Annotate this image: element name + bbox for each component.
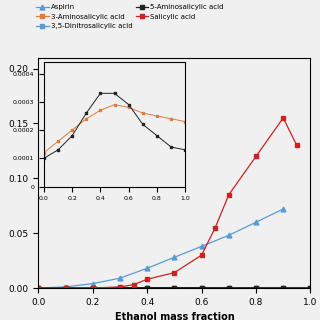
Salicylic acid: [227, 193, 231, 197]
Salicylic acid: [36, 286, 40, 290]
5-Aminosalicylic acid: [36, 286, 40, 290]
3,5-Dinitrosalicylic acid: [281, 286, 285, 290]
5-Aminosalicylic acid: [227, 286, 231, 290]
Aspirin: [227, 233, 231, 237]
Salicylic acid: [145, 277, 149, 281]
3,5-Dinitrosalicylic acid: [172, 286, 176, 290]
Salicylic acid: [132, 283, 136, 287]
3-Aminosalicylic acid: [172, 286, 176, 290]
Aspirin: [36, 286, 40, 290]
Line: 3,5-Dinitrosalicylic acid: 3,5-Dinitrosalicylic acid: [36, 286, 313, 290]
Line: Aspirin: Aspirin: [36, 207, 286, 291]
Salicylic acid: [213, 226, 217, 229]
3,5-Dinitrosalicylic acid: [254, 286, 258, 290]
Line: Salicylic acid: Salicylic acid: [36, 116, 299, 290]
Aspirin: [281, 207, 285, 211]
Aspirin: [200, 244, 204, 248]
3,5-Dinitrosalicylic acid: [145, 286, 149, 290]
5-Aminosalicylic acid: [118, 286, 122, 290]
3,5-Dinitrosalicylic acid: [64, 286, 68, 290]
Legend: Aspirin, 3-Aminosalicylic acid, 3,5-Dinitrosalicylic acid, 5-Aminosalicylic acid: Aspirin, 3-Aminosalicylic acid, 3,5-Dini…: [36, 4, 225, 30]
3-Aminosalicylic acid: [308, 286, 312, 290]
3,5-Dinitrosalicylic acid: [308, 286, 312, 290]
3-Aminosalicylic acid: [281, 286, 285, 290]
3-Aminosalicylic acid: [254, 286, 258, 290]
5-Aminosalicylic acid: [91, 286, 95, 290]
Aspirin: [118, 276, 122, 280]
3-Aminosalicylic acid: [227, 286, 231, 290]
3-Aminosalicylic acid: [36, 286, 40, 290]
Aspirin: [172, 255, 176, 259]
3-Aminosalicylic acid: [64, 286, 68, 290]
3-Aminosalicylic acid: [91, 286, 95, 290]
Aspirin: [91, 282, 95, 285]
Aspirin: [254, 220, 258, 224]
Aspirin: [145, 266, 149, 270]
3,5-Dinitrosalicylic acid: [200, 286, 204, 290]
3,5-Dinitrosalicylic acid: [91, 286, 95, 290]
5-Aminosalicylic acid: [308, 286, 312, 290]
5-Aminosalicylic acid: [145, 286, 149, 290]
5-Aminosalicylic acid: [281, 286, 285, 290]
Salicylic acid: [118, 285, 122, 289]
3,5-Dinitrosalicylic acid: [118, 286, 122, 290]
Salicylic acid: [295, 143, 299, 147]
Salicylic acid: [172, 271, 176, 275]
Salicylic acid: [91, 286, 95, 290]
5-Aminosalicylic acid: [64, 286, 68, 290]
5-Aminosalicylic acid: [200, 286, 204, 290]
3-Aminosalicylic acid: [200, 286, 204, 290]
5-Aminosalicylic acid: [172, 286, 176, 290]
Aspirin: [64, 285, 68, 289]
Salicylic acid: [200, 253, 204, 257]
3-Aminosalicylic acid: [118, 286, 122, 290]
Salicylic acid: [64, 286, 68, 290]
3,5-Dinitrosalicylic acid: [36, 286, 40, 290]
3,5-Dinitrosalicylic acid: [227, 286, 231, 290]
X-axis label: Ethanol mass fraction: Ethanol mass fraction: [115, 312, 234, 320]
Line: 3-Aminosalicylic acid: 3-Aminosalicylic acid: [36, 285, 313, 290]
5-Aminosalicylic acid: [254, 286, 258, 290]
Salicylic acid: [281, 116, 285, 120]
Salicylic acid: [254, 155, 258, 158]
3-Aminosalicylic acid: [145, 286, 149, 290]
Line: 5-Aminosalicylic acid: 5-Aminosalicylic acid: [36, 285, 313, 290]
